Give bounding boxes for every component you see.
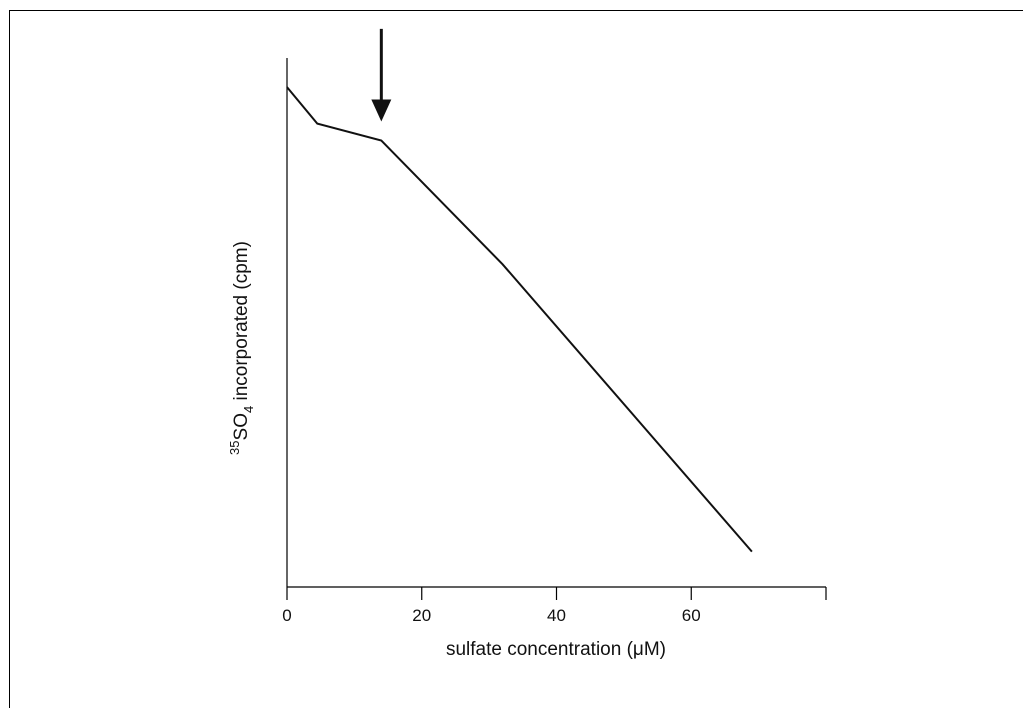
x-tick-label: 40 <box>547 606 566 625</box>
x-axis-label: sulfate concentration (μM) <box>446 639 666 660</box>
y-axis-label-base: SO <box>231 413 252 440</box>
y-axis-label-rest: incorporated (cpm) <box>231 241 252 406</box>
figure-frame <box>9 10 1023 708</box>
y-axis-label: 35SO4 incorporated (cpm) <box>227 241 256 455</box>
arrow-head <box>371 99 392 122</box>
series-line <box>286 86 753 553</box>
chart-axes: 0 20 40 60 <box>282 58 827 625</box>
x-tick-label: 60 <box>682 606 701 625</box>
chart-annotations <box>371 28 392 122</box>
y-axis-label-subscript: 4 <box>241 406 256 413</box>
x-tick-label: 0 <box>282 606 291 625</box>
x-tick-label: 20 <box>412 606 431 625</box>
y-axis-label-isotope: 35 <box>227 440 242 454</box>
chart-marks <box>286 86 753 553</box>
